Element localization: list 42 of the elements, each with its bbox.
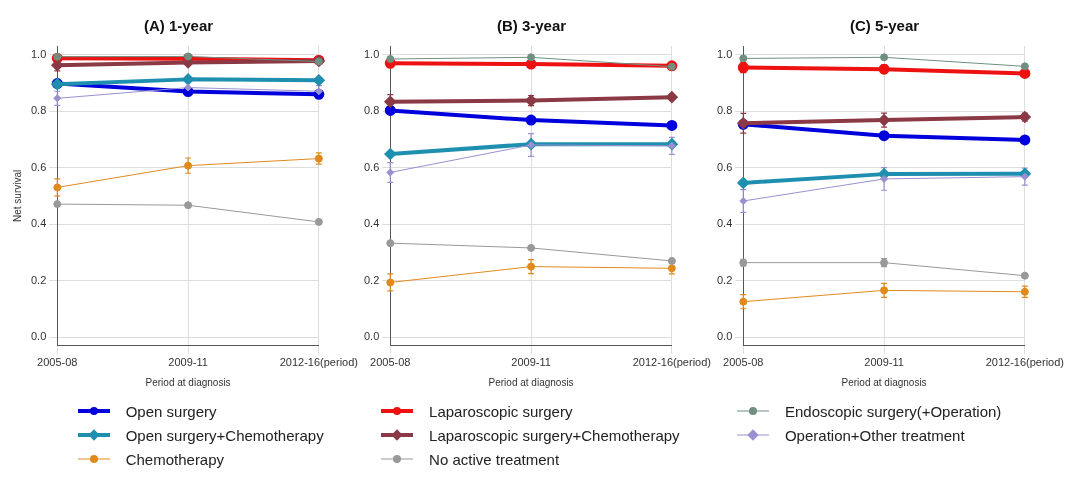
y-tick-label: 0.8: [30, 104, 47, 117]
y-axis-title: Net survival: [11, 169, 23, 223]
y-tick-label: 0.8: [716, 104, 733, 117]
x-tick-label: 2005-08: [37, 356, 78, 369]
y-tick-label: 0.4: [716, 217, 733, 230]
y-tick-label: 1.0: [30, 47, 47, 60]
y-tick-label: 0.6: [716, 160, 733, 173]
y-tick-label: 0.4: [30, 217, 47, 230]
y-tick-label: 0.6: [363, 160, 380, 173]
y-tick-label: 1.0: [363, 47, 380, 60]
y-tick-label: 0.8: [363, 104, 380, 117]
x-tick-label: 2012-16(period): [279, 356, 358, 369]
legend-label: Operation+Other treatment: [784, 426, 965, 444]
x-tick-label: 2009-11: [168, 356, 208, 369]
chart-title: (A) 1-year: [143, 17, 214, 35]
legend-label: Open surgery+Chemotherapy: [125, 426, 324, 444]
x-tick-label: 2009-11: [511, 356, 551, 369]
y-tick-label: 0.0: [30, 330, 47, 343]
y-tick-label: 0.6: [30, 160, 47, 173]
chart-title: (B) 3-year: [496, 17, 567, 35]
legend-label: Chemotherapy: [125, 450, 225, 468]
legend-label: Laparoscopic surgery: [429, 402, 573, 420]
legend-label: Open surgery: [125, 402, 217, 420]
legend-label: Laparoscopic surgery+Chemotherapy: [429, 426, 680, 444]
x-axis-title: Period at diagnosis: [145, 376, 231, 388]
x-tick-label: 2005-08: [723, 356, 764, 369]
y-tick-label: 0.0: [363, 330, 380, 343]
y-tick-label: 1.0: [716, 47, 733, 60]
chart-title: (C) 5-year: [849, 17, 920, 35]
x-tick-label: 2012-16(period): [632, 356, 711, 369]
y-tick-label: 0.2: [30, 273, 47, 286]
y-tick-label: 0.2: [716, 273, 733, 286]
x-axis-title: Period at diagnosis: [841, 376, 927, 388]
y-tick-label: 0.4: [363, 217, 380, 230]
x-axis-title: Period at diagnosis: [488, 376, 574, 388]
x-tick-label: 2005-08: [370, 356, 411, 369]
legend-label: Endoscopic surgery(+Operation): [784, 402, 1002, 420]
y-tick-label: 0.0: [716, 330, 733, 343]
x-tick-label: 2012-16(period): [985, 356, 1064, 369]
x-tick-label: 2009-11: [864, 356, 904, 369]
legend-label: No active treatment: [429, 450, 560, 468]
y-tick-label: 0.2: [363, 273, 380, 286]
